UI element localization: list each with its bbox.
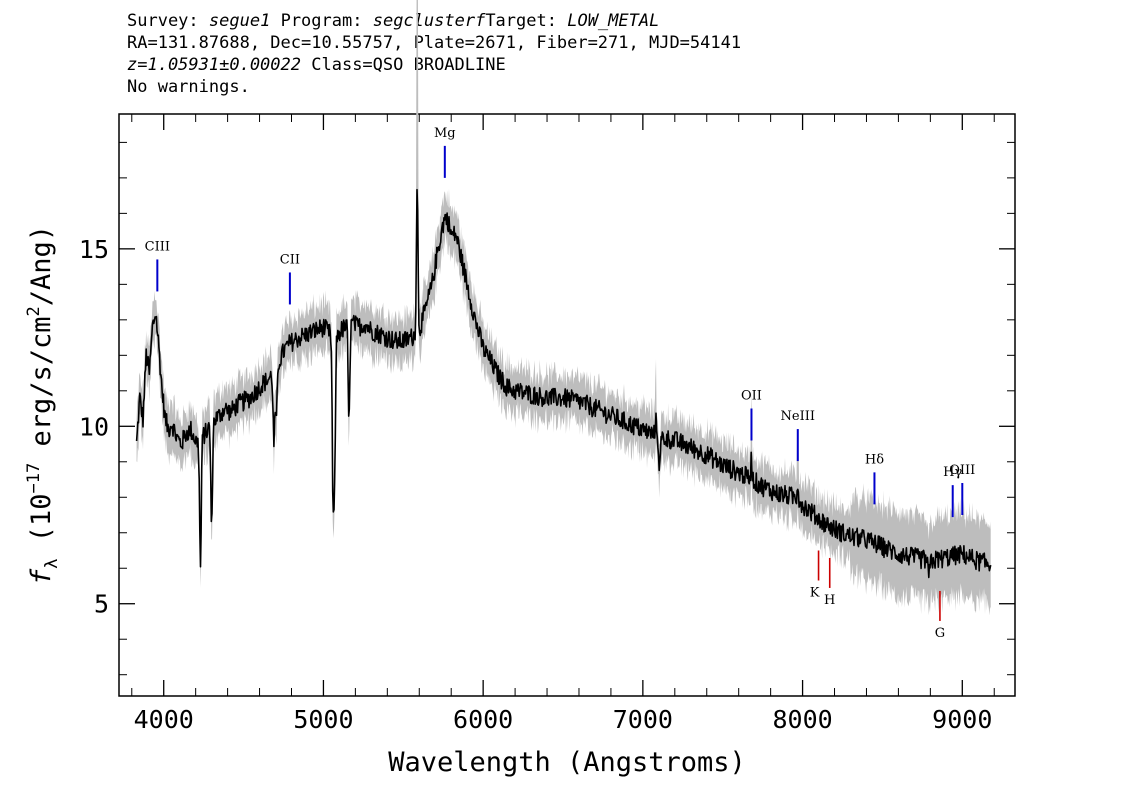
absorption-line-label: K (810, 586, 820, 601)
x-tick-label: 4000 (134, 705, 194, 734)
y-axis-title: fλ (10−17 erg/s/cm2/Ang) (24, 225, 62, 585)
y-axis-title-end: /Ang) (26, 225, 57, 306)
y-axis-title-exp2: 2 (24, 306, 44, 316)
x-tick-label: 7000 (613, 705, 673, 734)
emission-line-label: Hδ (865, 452, 884, 467)
target-label: Target: (485, 11, 557, 31)
spectrum-line (135, 188, 992, 579)
emission-line-label: Hγ (943, 465, 962, 480)
absorption-line-label: H (824, 593, 835, 608)
survey-value: segue1 (208, 11, 271, 31)
emission-line-label: CII (280, 252, 300, 267)
x-tick-label: 9000 (932, 705, 992, 734)
header-line-warnings: No warnings. (127, 77, 250, 97)
header-line-coordinates: RA=131.87688, Dec=10.55757, Plate=2671, … (127, 33, 742, 53)
header-line-redshift: z=1.05931±0.00022 Class=QSO BROADLINE (127, 54, 741, 76)
y-axis-title-main: (10 (26, 494, 57, 559)
y-axis-title-exp: −17 (24, 463, 44, 494)
x-tick-label: 6000 (453, 705, 513, 734)
y-tick-label: 10 (79, 412, 109, 441)
class-value: Class=QSO BROADLINE (311, 55, 506, 75)
error-band (136, 0, 991, 616)
y-axis-title-rest: erg/s/cm (26, 316, 57, 462)
x-tick-label: 5000 (293, 705, 353, 734)
redshift-value: z=1.05931±0.00022 (127, 55, 301, 75)
x-tick-label: 8000 (772, 705, 832, 734)
y-axis-title-f: f (26, 568, 57, 585)
plot-frame (118, 113, 1016, 697)
emission-line-label: NeIII (781, 409, 815, 424)
tick-layer: 4000 5000 6000 7000 8000 9000 5 10 15 (79, 114, 1015, 734)
error-band-area (136, 0, 991, 616)
emission-line-label: OII (741, 388, 762, 403)
header-line-survey: Survey: segue1 Program: segclusterfTarge… (127, 10, 741, 32)
emission-line-label: Mg (434, 126, 456, 141)
emission-line-label: CIII (145, 239, 170, 254)
absorption-line-label: G (935, 626, 945, 641)
program-label: Program: (280, 11, 363, 31)
emission-line-label: OIII (949, 463, 975, 478)
chart-header: Survey: segue1 Program: segclusterfTarge… (127, 10, 741, 98)
target-value: LOW_METAL (567, 11, 660, 31)
program-value: segclusterf (372, 11, 486, 31)
y-tick-label: 5 (94, 590, 109, 619)
y-tick-label: 15 (79, 235, 109, 264)
survey-label: Survey: (127, 11, 199, 31)
series-layer (135, 188, 992, 579)
y-axis-title-sub: λ (42, 559, 62, 569)
x-axis-title: Wavelength (Angstroms) (388, 747, 746, 778)
